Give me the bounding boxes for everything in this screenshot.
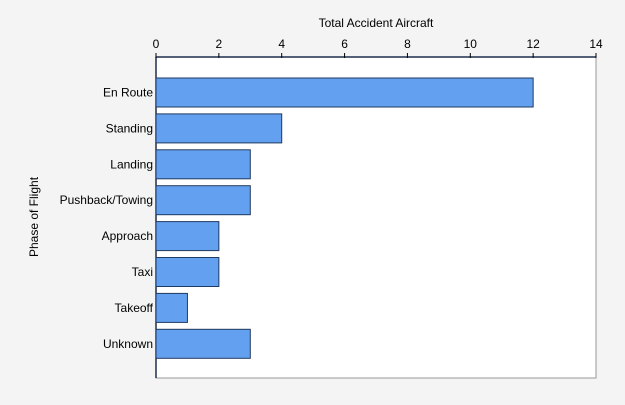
bar-taxi bbox=[155, 257, 220, 287]
bar-standing bbox=[155, 113, 283, 144]
category-label: Approach bbox=[102, 229, 153, 243]
x-axis-title: Total Accident Aircraft bbox=[319, 16, 434, 30]
category-label: Unknown bbox=[103, 337, 153, 351]
category-label: Taxi bbox=[132, 265, 153, 279]
x-tick-label: 6 bbox=[341, 37, 348, 51]
x-tick-label: 14 bbox=[589, 37, 603, 51]
bar-approach bbox=[155, 221, 220, 252]
bar-pushback-towing bbox=[155, 185, 251, 216]
category-label: Takeoff bbox=[115, 301, 154, 315]
category-label: En Route bbox=[103, 86, 153, 100]
bar-unknown bbox=[155, 328, 251, 359]
category-label: Standing bbox=[106, 121, 153, 135]
x-tick-label: 4 bbox=[278, 37, 285, 51]
x-tick-label: 8 bbox=[404, 37, 411, 51]
bar-landing bbox=[155, 149, 251, 180]
x-tick-label: 12 bbox=[526, 37, 540, 51]
category-label: Landing bbox=[110, 157, 153, 171]
plot-area bbox=[155, 56, 597, 379]
x-tick-label: 10 bbox=[464, 37, 478, 51]
x-tick-label: 2 bbox=[216, 37, 223, 51]
bar-takeoff bbox=[155, 292, 188, 323]
bar-en-route bbox=[155, 77, 534, 108]
y-axis-title: Phase of Flight bbox=[27, 176, 41, 257]
category-label: Pushback/Towing bbox=[60, 193, 153, 207]
x-tick-label: 0 bbox=[153, 37, 160, 51]
